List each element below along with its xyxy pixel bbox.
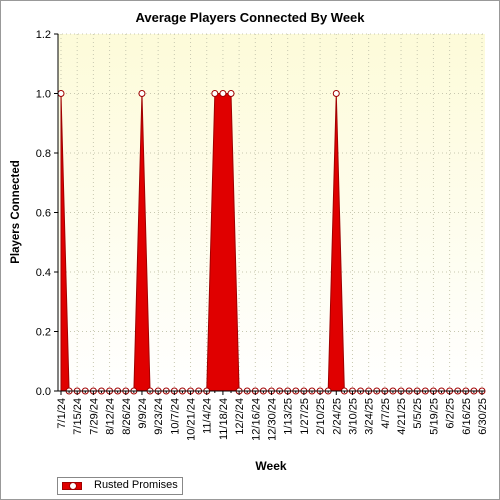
x-tick-label: 4/21/25 [396,398,408,435]
x-tick-label: 12/16/24 [250,398,262,441]
y-tick-label: 0.0 [36,386,51,398]
legend-label: Rusted Promises [94,479,178,491]
data-point [332,90,340,97]
x-axis-label: Week [255,459,286,473]
legend: Rusted Promises [57,477,183,495]
data-point [211,90,219,97]
x-tick-label: 5/19/25 [428,398,440,435]
y-tick-label: 1.0 [36,89,51,101]
x-tick-label: 2/10/25 [315,398,327,435]
x-tick-label: 5/5/25 [412,398,424,429]
y-tick-label: 1.2 [36,29,51,41]
x-tick-label: 12/30/24 [267,398,279,441]
x-tick-label: 1/13/25 [283,398,295,435]
x-tick-label: 6/30/25 [477,398,489,435]
y-tick-label: 0.6 [36,208,51,220]
x-tick-label: 6/2/25 [445,398,457,429]
x-tick-label: 6/16/25 [461,398,473,435]
x-tick-label: 7/29/24 [88,398,100,435]
x-tick-label: 10/21/24 [186,398,198,441]
y-tick-label: 0.4 [36,267,51,279]
y-tick-label: 0.8 [36,148,51,160]
x-tick-label: 12/2/24 [234,398,246,435]
data-point [138,90,146,97]
data-point [219,90,227,97]
x-tick-label: 8/26/24 [121,398,133,435]
x-tick-label: 7/1/24 [56,398,68,429]
x-tick-label: 3/10/25 [347,398,359,435]
y-tick-label: 0.2 [36,327,51,339]
x-tick-label: 9/9/24 [137,398,149,429]
data-point [227,90,235,97]
chart-title: Average Players Connected By Week [135,10,365,25]
x-tick-label: 1/27/25 [299,398,311,435]
plot-area [58,34,485,391]
x-tick-label: 4/7/25 [380,398,392,429]
data-point [57,90,65,97]
x-tick-label: 3/24/25 [364,398,376,435]
x-tick-label: 9/23/24 [153,398,165,435]
x-tick-label: 11/4/24 [202,398,214,434]
x-tick-label: 10/7/24 [169,398,181,435]
legend-swatch [62,482,82,490]
y-axis-label: Players Connected [10,160,22,264]
x-tick-label: 11/18/24 [218,398,230,440]
x-tick-label: 8/12/24 [105,398,117,435]
x-tick-label: 2/24/25 [331,398,343,435]
x-tick-label: 7/15/24 [72,398,84,435]
